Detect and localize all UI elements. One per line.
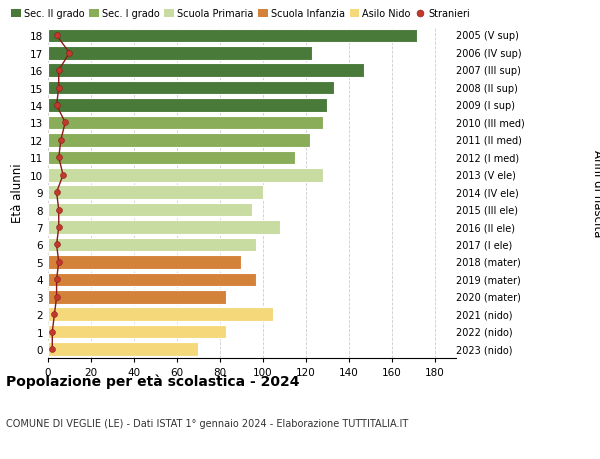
Point bbox=[50, 311, 59, 318]
Text: 2007 (III sup): 2007 (III sup) bbox=[456, 66, 521, 76]
Text: 2022 (nido): 2022 (nido) bbox=[456, 327, 512, 337]
Text: 2018 (mater): 2018 (mater) bbox=[456, 257, 521, 267]
Bar bbox=[48, 342, 199, 356]
Point bbox=[54, 154, 64, 162]
Text: Anni di nascita: Anni di nascita bbox=[590, 149, 600, 236]
Text: 2020 (mater): 2020 (mater) bbox=[456, 292, 521, 302]
Point bbox=[54, 85, 64, 92]
Bar bbox=[48, 117, 323, 130]
Bar bbox=[48, 82, 334, 95]
Text: 2017 (I ele): 2017 (I ele) bbox=[456, 240, 512, 250]
Bar bbox=[48, 238, 256, 252]
Bar bbox=[48, 256, 241, 269]
Text: 2013 (V ele): 2013 (V ele) bbox=[456, 170, 516, 180]
Bar bbox=[48, 186, 263, 200]
Text: 2015 (III ele): 2015 (III ele) bbox=[456, 205, 518, 215]
Bar bbox=[48, 151, 295, 165]
Bar bbox=[48, 47, 312, 61]
Text: 2010 (III med): 2010 (III med) bbox=[456, 118, 525, 128]
Bar bbox=[48, 273, 256, 286]
Point bbox=[52, 241, 61, 249]
Text: 2005 (V sup): 2005 (V sup) bbox=[456, 31, 519, 41]
Point bbox=[65, 50, 74, 57]
Bar bbox=[48, 291, 226, 304]
Point bbox=[54, 259, 64, 266]
Point bbox=[52, 102, 61, 110]
Text: Popolazione per età scolastica - 2024: Popolazione per età scolastica - 2024 bbox=[6, 374, 299, 389]
Bar bbox=[48, 29, 418, 43]
Point bbox=[47, 346, 57, 353]
Text: 2012 (I med): 2012 (I med) bbox=[456, 153, 519, 163]
Bar bbox=[48, 64, 364, 78]
Y-axis label: Età alunni: Età alunni bbox=[11, 163, 25, 223]
Legend: Sec. II grado, Sec. I grado, Scuola Primaria, Scuola Infanzia, Asilo Nido, Stran: Sec. II grado, Sec. I grado, Scuola Prim… bbox=[11, 10, 470, 19]
Text: 2014 (IV ele): 2014 (IV ele) bbox=[456, 188, 519, 198]
Point bbox=[56, 137, 65, 144]
Bar bbox=[48, 134, 310, 147]
Point bbox=[52, 33, 61, 40]
Text: 2008 (II sup): 2008 (II sup) bbox=[456, 84, 518, 94]
Bar bbox=[48, 203, 252, 217]
Bar bbox=[48, 99, 327, 112]
Text: 2023 (nido): 2023 (nido) bbox=[456, 344, 512, 354]
Bar bbox=[48, 221, 280, 235]
Point bbox=[54, 224, 64, 231]
Text: 2021 (nido): 2021 (nido) bbox=[456, 309, 512, 319]
Point bbox=[58, 172, 68, 179]
Point bbox=[54, 67, 64, 75]
Text: 2006 (IV sup): 2006 (IV sup) bbox=[456, 49, 521, 59]
Point bbox=[52, 293, 61, 301]
Point bbox=[52, 276, 61, 283]
Point bbox=[54, 207, 64, 214]
Text: 2011 (II med): 2011 (II med) bbox=[456, 135, 522, 146]
Point bbox=[61, 119, 70, 127]
Text: 2009 (I sup): 2009 (I sup) bbox=[456, 101, 515, 111]
Bar bbox=[48, 308, 274, 321]
Point bbox=[47, 328, 57, 336]
Text: 2019 (mater): 2019 (mater) bbox=[456, 275, 521, 285]
Point bbox=[52, 189, 61, 196]
Bar bbox=[48, 168, 323, 182]
Bar bbox=[48, 325, 226, 339]
Text: 2016 (II ele): 2016 (II ele) bbox=[456, 223, 515, 233]
Text: COMUNE DI VEGLIE (LE) - Dati ISTAT 1° gennaio 2024 - Elaborazione TUTTITALIA.IT: COMUNE DI VEGLIE (LE) - Dati ISTAT 1° ge… bbox=[6, 418, 408, 428]
